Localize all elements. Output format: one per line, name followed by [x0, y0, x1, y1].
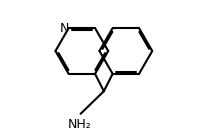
Text: NH₂: NH₂ — [67, 118, 91, 131]
Text: N: N — [60, 22, 69, 35]
